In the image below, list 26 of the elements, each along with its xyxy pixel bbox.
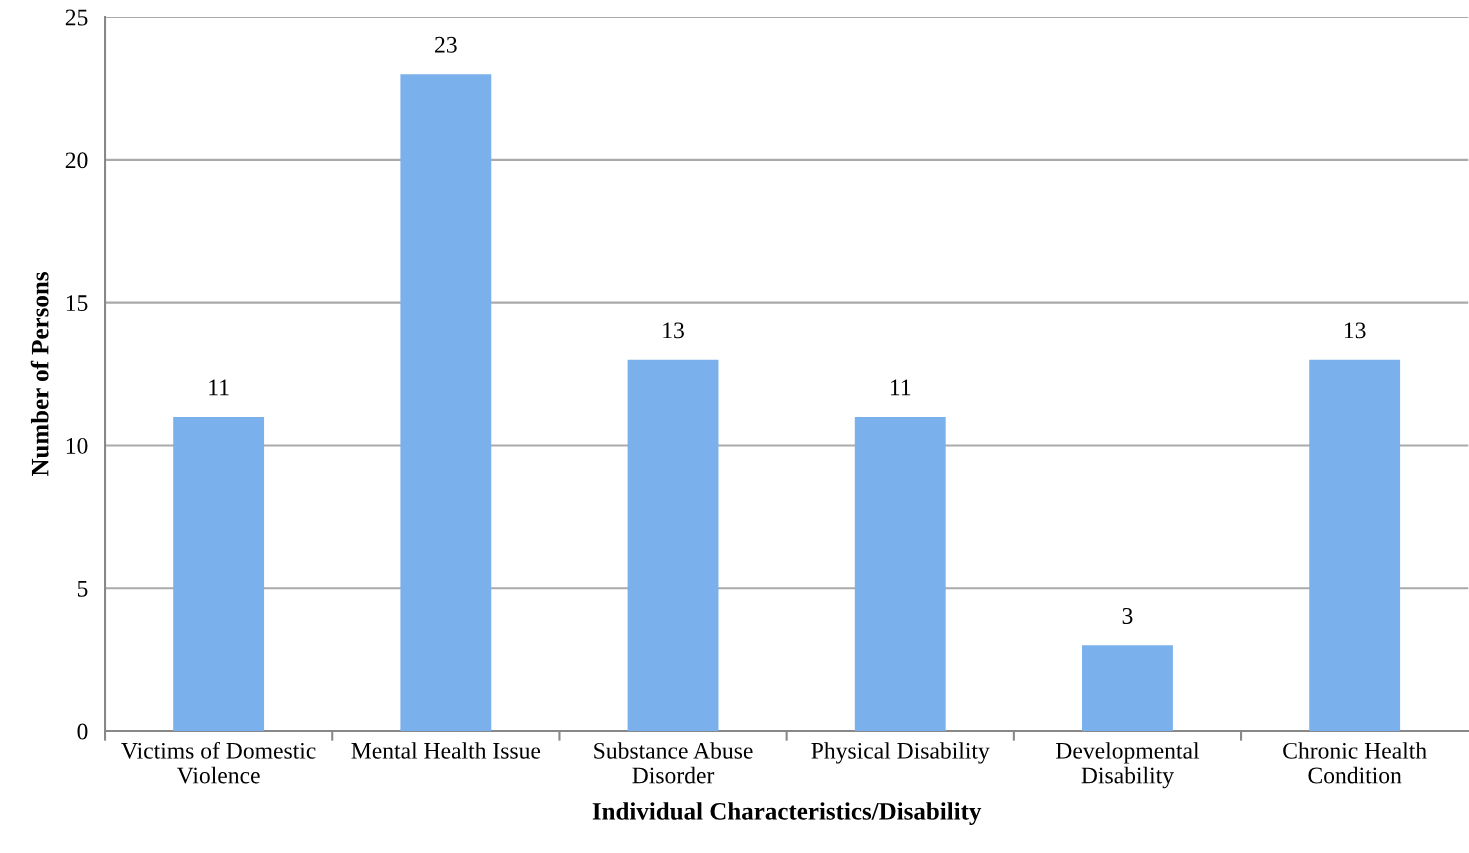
data-label: 23 (435, 36, 457, 53)
y-tick-label: 10 (66, 437, 88, 454)
data-label: 11 (209, 379, 229, 396)
data-label: 13 (1344, 322, 1366, 339)
x-tick-label: Developmental Disability (1056, 742, 1200, 789)
y-tick-label: 25 (65, 9, 88, 26)
bar (173, 416, 265, 732)
y-tick-label: 20 (65, 152, 88, 169)
data-label: 11 (890, 379, 911, 396)
bar (400, 74, 492, 732)
x-tick-label: Victims of Domestic Violence (121, 741, 316, 784)
data-label: 3 (1122, 608, 1133, 624)
x-tick-label: Physical Disability (811, 742, 990, 764)
x-tick-label: Mental Health Issue (351, 742, 541, 759)
y-tick-label: 5 (77, 580, 88, 597)
bar (854, 416, 946, 732)
y-tick-label: 0 (77, 723, 88, 740)
bar (1082, 645, 1173, 732)
x-tick-label: Chronic Health Condition (1283, 742, 1427, 784)
x-tick-label: Substance Abuse Disorder (594, 742, 753, 784)
bar (627, 359, 719, 732)
y-tick-label: 15 (66, 295, 88, 312)
y-axis-title: Number of Persons (30, 272, 49, 477)
x-axis-title: Individual Characteristics/Disability (592, 802, 982, 825)
bar (1309, 359, 1401, 732)
data-label: 13 (663, 322, 684, 339)
